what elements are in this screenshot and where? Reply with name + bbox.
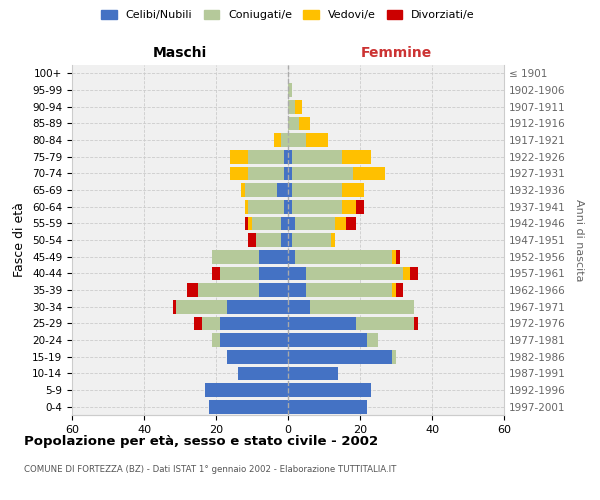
Bar (288, 83, 292, 97)
Bar (288, 183, 292, 197)
Bar (288, 333, 367, 347)
Bar (292, 150, 342, 164)
Text: Popolazione per età, sesso e stato civile - 2002: Popolazione per età, sesso e stato civil… (24, 435, 378, 448)
Bar (288, 233, 292, 247)
Bar (209, 400, 288, 413)
Bar (392, 250, 396, 264)
Bar (292, 200, 342, 213)
Bar (198, 283, 259, 297)
Bar (288, 116, 299, 130)
Y-axis label: Fasce di età: Fasce di età (13, 202, 26, 278)
Bar (295, 250, 392, 264)
Bar (212, 333, 220, 347)
Bar (227, 300, 288, 314)
Bar (288, 283, 306, 297)
Text: COMUNE DI FORTEZZA (BZ) - Dati ISTAT 1° gennaio 2002 - Elaborazione TUTTITALIA.I: COMUNE DI FORTEZZA (BZ) - Dati ISTAT 1° … (24, 465, 397, 474)
Text: Maschi: Maschi (153, 46, 207, 60)
Bar (288, 250, 295, 264)
Bar (292, 183, 342, 197)
Bar (220, 316, 288, 330)
Bar (288, 200, 292, 213)
Bar (346, 216, 356, 230)
Bar (277, 183, 288, 197)
Bar (259, 250, 288, 264)
Bar (288, 266, 306, 280)
Bar (288, 316, 356, 330)
Bar (238, 366, 288, 380)
Bar (288, 150, 292, 164)
Bar (396, 283, 403, 297)
Bar (256, 233, 281, 247)
Bar (281, 233, 288, 247)
Bar (202, 316, 220, 330)
Bar (284, 150, 288, 164)
Bar (292, 233, 331, 247)
Bar (342, 200, 356, 213)
Bar (410, 266, 418, 280)
Bar (288, 400, 367, 413)
Bar (248, 216, 252, 230)
Bar (331, 233, 335, 247)
Bar (176, 300, 227, 314)
Bar (310, 300, 414, 314)
Bar (241, 183, 245, 197)
Bar (288, 166, 292, 180)
Bar (342, 183, 364, 197)
Bar (295, 100, 302, 114)
Text: Femmine: Femmine (361, 46, 431, 60)
Bar (392, 350, 396, 364)
Bar (403, 266, 410, 280)
Bar (230, 150, 248, 164)
Bar (220, 266, 259, 280)
Bar (274, 133, 281, 147)
Bar (173, 300, 176, 314)
Bar (284, 166, 288, 180)
Bar (288, 366, 338, 380)
Bar (248, 150, 284, 164)
Bar (248, 166, 284, 180)
Bar (288, 383, 371, 397)
Bar (259, 266, 288, 280)
Bar (248, 200, 284, 213)
Bar (288, 216, 295, 230)
Bar (414, 316, 418, 330)
Bar (245, 216, 248, 230)
Bar (212, 250, 259, 264)
Bar (227, 350, 288, 364)
Bar (281, 216, 288, 230)
Bar (353, 166, 385, 180)
Bar (392, 283, 396, 297)
Bar (281, 133, 288, 147)
Bar (248, 233, 256, 247)
Bar (220, 333, 288, 347)
Bar (295, 216, 335, 230)
Bar (288, 350, 392, 364)
Bar (306, 266, 403, 280)
Bar (259, 283, 288, 297)
Bar (288, 300, 310, 314)
Bar (194, 316, 202, 330)
Bar (245, 183, 277, 197)
Bar (335, 216, 346, 230)
Bar (396, 250, 400, 264)
Y-axis label: Anni di nascita: Anni di nascita (574, 198, 584, 281)
Bar (284, 200, 288, 213)
Bar (288, 100, 295, 114)
Bar (306, 133, 328, 147)
Bar (342, 150, 371, 164)
Bar (299, 116, 310, 130)
Legend: Celibi/Nubili, Coniugati/e, Vedovi/e, Divorziati/e: Celibi/Nubili, Coniugati/e, Vedovi/e, Di… (97, 6, 479, 25)
Bar (292, 166, 353, 180)
Bar (367, 333, 378, 347)
Bar (356, 316, 414, 330)
Bar (187, 283, 198, 297)
Bar (245, 200, 248, 213)
Bar (252, 216, 281, 230)
Bar (230, 166, 248, 180)
Bar (205, 383, 288, 397)
Bar (356, 200, 364, 213)
Bar (288, 133, 306, 147)
Bar (212, 266, 220, 280)
Bar (306, 283, 392, 297)
